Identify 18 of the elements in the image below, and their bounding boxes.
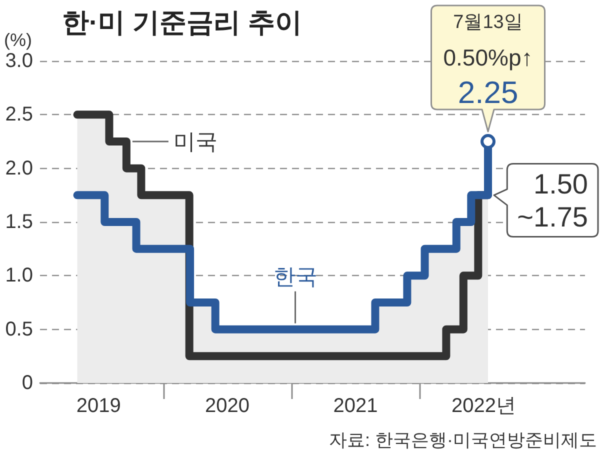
x-tick-label: 2021 <box>333 395 378 417</box>
chart-title: 한·미 기준금리 추이 <box>62 8 302 38</box>
x-tick-label: 2019 <box>76 395 121 417</box>
text: 자료: 한국은행·미국연방준비제도 <box>329 430 597 450</box>
y-tick-label: 2.5 <box>5 104 33 126</box>
x-tick-label: 2022년 <box>452 395 516 417</box>
y-tick-label: 3.0 <box>5 50 33 72</box>
annotation: 1.50 ~1.75 <box>517 168 588 232</box>
y-tick-label: 1.0 <box>5 264 33 287</box>
y-axis-title: (%) <box>4 30 32 50</box>
y-tick-label: 0 <box>22 372 33 394</box>
y-tick-label: 1.5 <box>5 211 33 233</box>
series-label: 한국 <box>273 264 318 289</box>
series-label: 미국 <box>173 129 218 154</box>
y-tick-label: 2.0 <box>5 157 33 180</box>
annotation: 7월13일 0.50%p↑ 2.25 <box>443 12 533 110</box>
y-tick-label: 0.5 <box>5 318 33 340</box>
x-tick-label: 2020 <box>205 395 250 417</box>
